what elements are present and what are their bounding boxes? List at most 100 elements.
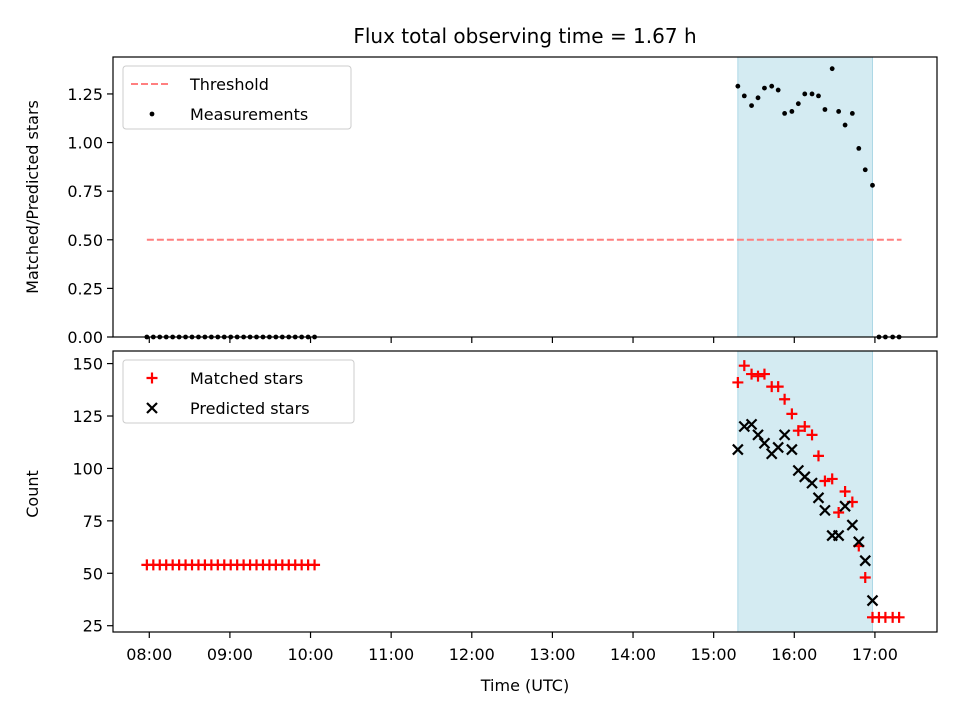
measurement-point [735,83,741,89]
legend-label: Threshold [189,75,269,94]
x-tick-label: 09:00 [207,645,253,664]
x-axis-label: Time (UTC) [480,676,569,695]
matched-star-point [792,425,804,437]
matched-star-point [738,360,750,372]
legend: Threshold Measurements [122,65,352,130]
predicted-star-point [745,418,758,431]
predicted-star-point [846,519,859,531]
predicted-star-point [812,492,825,504]
legend-label: Measurements [190,105,308,124]
matched-star-point [833,506,845,518]
matched-star-point [799,420,811,432]
bottom-y-axis-label: Count [23,470,42,518]
y-tick-label: 0.25 [67,279,103,298]
predicted-star-point [778,429,791,441]
matched-star-point [806,429,818,441]
top-y-axis-label: Matched/Predicted stars [23,100,42,294]
legend-label: Predicted stars [190,399,310,418]
predicted-star-point [819,504,831,517]
measurement-point [862,167,868,173]
x-tick-label: 15:00 [691,645,737,664]
predicted-star-point [839,500,851,512]
matched-star-point [772,381,784,393]
x-tick-label: 13:00 [529,645,575,664]
legend-matched-swatch [146,372,158,384]
matched-star-point [859,571,871,583]
legend-box [122,65,352,130]
measurement-point [802,91,808,97]
matched-star-point [812,450,824,462]
observing-window-span [737,56,873,338]
x-tick-label: 16:00 [771,645,817,664]
measurement-point [856,145,862,151]
legend-box [122,359,355,424]
x-tick-label: 11:00 [368,645,414,664]
measurement-point [775,87,781,93]
measurement-point [842,122,848,128]
y-tick-label: 25 [83,617,103,636]
count-panel: 25 50 75 100 125 150 08:00 09:00 10:00 11:00 12:00… [72,350,938,664]
predicted-star-point [758,437,771,450]
x-tick-label: 12:00 [449,645,495,664]
measurement-point [789,109,795,114]
axes-frame [112,350,938,633]
measurement-point [762,85,767,91]
measurement-point [870,182,875,188]
y-tick-label: 1.25 [67,85,103,104]
y-tick-label: 0.50 [67,231,103,250]
matched-star-point [779,393,791,405]
y-tick-label: 75 [83,512,103,531]
matched-star-point [746,368,758,380]
y-tick-label: 1.00 [67,134,103,153]
measurement-point [769,83,775,89]
matched-star-point [758,368,770,380]
matched-star-point [893,611,905,623]
matched-stars-series [141,360,905,623]
matched-star-point [819,475,831,487]
y-tick-label: 0.00 [67,328,103,347]
matched-star-point [826,473,838,485]
predicted-star-point [752,429,764,441]
legend-label: Matched stars [190,369,303,388]
measurement-point [755,95,761,101]
measurement-point [849,110,855,116]
y-tick-label: 125 [72,407,103,426]
predicted-star-point [732,443,744,456]
measurement-point [782,110,788,116]
matched-star-point [839,486,851,497]
measurement-point [809,91,815,97]
predicted-star-point [866,594,879,607]
measurement-point [795,101,801,107]
measurement-point [836,109,842,114]
x-tick-label: 17:00 [852,645,898,664]
legend-measurement-swatch [149,111,155,117]
predicted-star-point [853,536,865,548]
matched-star-point [732,376,744,388]
measurement-point [829,66,835,72]
observing-window-span [737,350,873,633]
measurement-point [741,93,747,99]
x-tick-label: 08:00 [126,645,172,664]
predicted-star-point [806,477,818,489]
matched-star-point [752,370,764,382]
matched-star-point [309,559,321,571]
legend-predicted-swatch [146,402,158,414]
ratio-panel: 0.00 0.25 0.50 0.75 1.00 1.25 Threshold Measure… [67,56,938,347]
y-tick-label: 0.75 [67,182,103,201]
predicted-star-point [772,441,784,454]
axes-frame [112,56,938,338]
chart-title: Flux total observing time = 1.67 h [353,24,696,48]
y-tick-label: 150 [72,355,103,374]
measurement-point [749,103,754,109]
x-tick-label: 10:00 [287,645,333,664]
legend: Matched stars Predicted stars [122,359,355,424]
chart-marks: 0.00 0.25 0.50 0.75 1.00 1.25 Threshold Measure… [67,56,938,664]
x-tick-label: 14:00 [610,645,656,664]
predicted-star-point [859,554,872,567]
measurements-series [144,66,902,340]
predicted-star-point [786,443,798,456]
y-tick-label: 100 [72,459,103,478]
predicted-star-point [832,529,845,542]
measurement-point [822,107,828,112]
